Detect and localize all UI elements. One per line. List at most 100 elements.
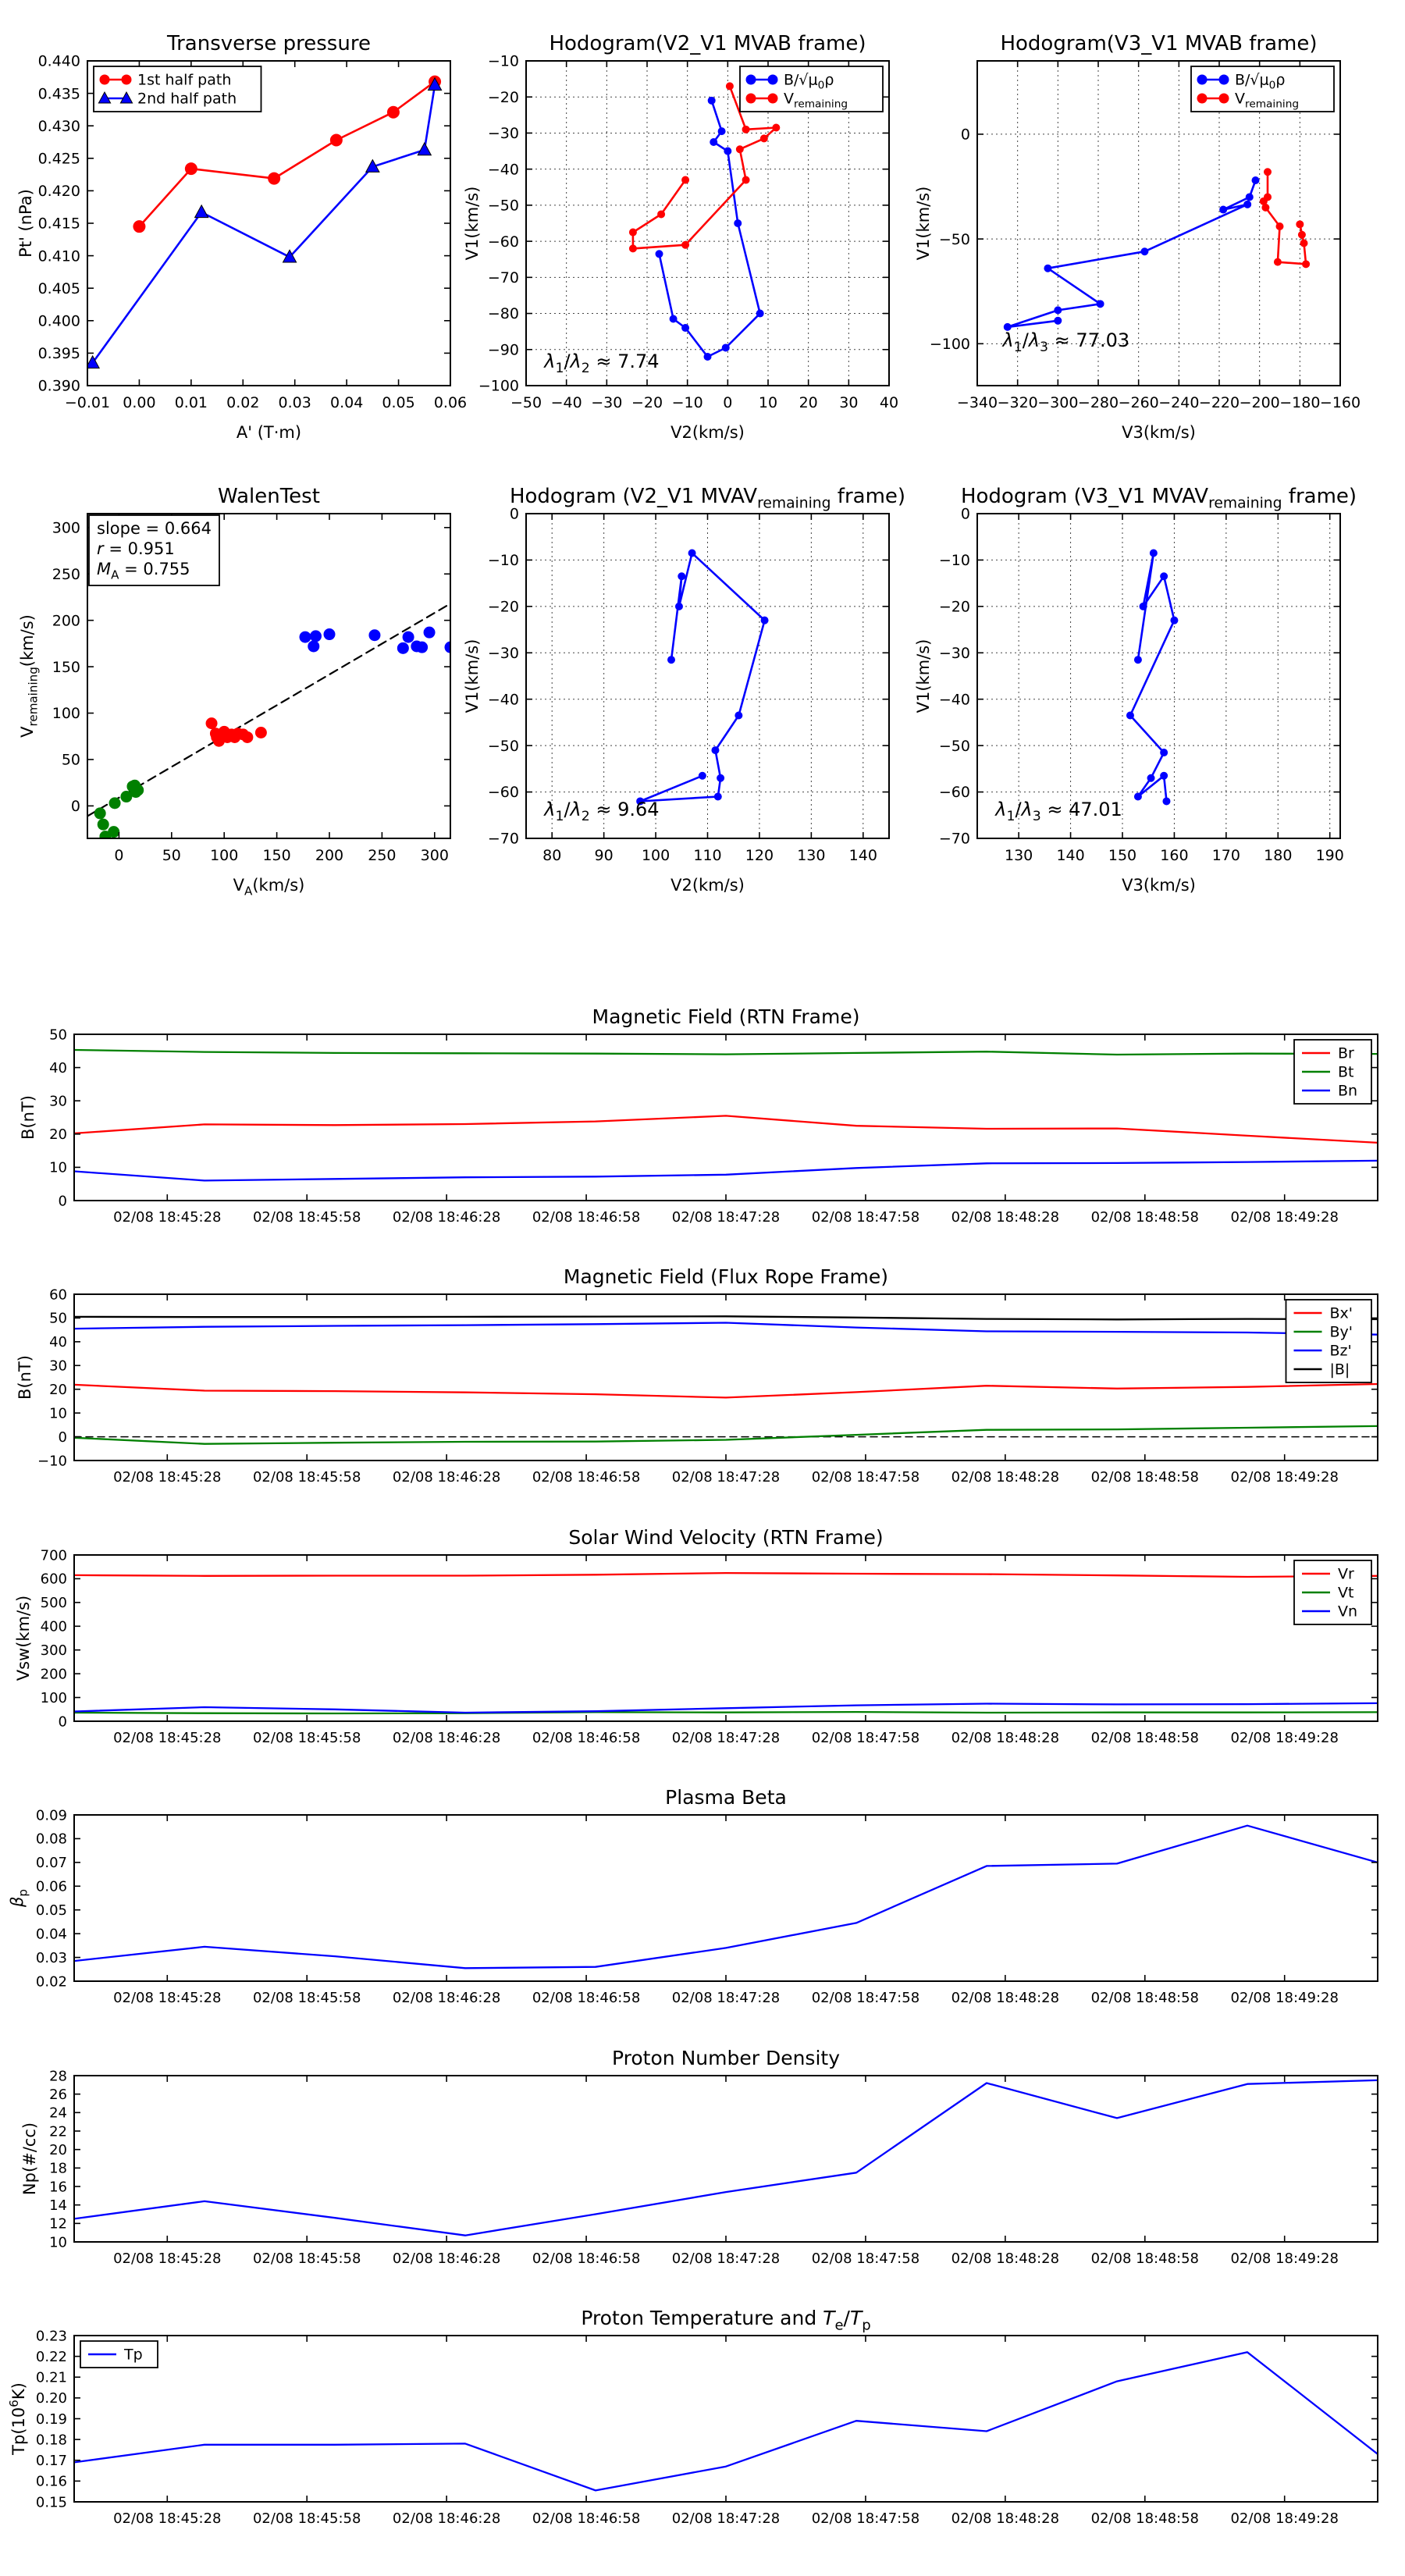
point-marker: [698, 771, 706, 780]
triangle-marker: [98, 91, 112, 104]
point-marker: [742, 125, 750, 133]
x-tick-label: 02/08 18:45:28: [113, 1730, 221, 1746]
x-tick-label: −340: [957, 394, 998, 411]
series-bn: [74, 1159, 1378, 1182]
chart-transverse-pressure: −0.01 0.00 0.01 0.02 0.03 0.04 0.05 0.06 0.390 0.…: [16, 32, 467, 442]
y-tick-label: 30: [49, 1358, 67, 1375]
x-tick-label: 02/08 18:47:58: [812, 2250, 919, 2267]
y-axis-label: V1(km/s): [463, 639, 482, 713]
y-tick-label: 0: [961, 506, 970, 523]
axis-ticks: [74, 2335, 1378, 2503]
legend-label: B/√μ0ρ: [1235, 72, 1285, 92]
y-tick-label: 500: [41, 1595, 67, 1611]
x-tick-label: −40: [551, 394, 582, 411]
x-tick-label: 130: [797, 847, 825, 864]
point-marker: [1218, 93, 1229, 104]
y-tick-label: 16: [49, 2179, 67, 2195]
x-tick-label: 02/08 18:48:58: [1091, 2510, 1199, 2527]
y-tick-label: −10: [488, 552, 519, 569]
x-tick-label: 02/08 18:45:28: [113, 1209, 221, 1226]
x-tick-label: −320: [998, 394, 1038, 411]
legend-label: By': [1330, 1324, 1353, 1341]
y-axis-label: Vremaining(km/s): [18, 614, 40, 738]
point-marker: [1149, 549, 1158, 557]
point-marker: [745, 74, 756, 85]
x-tick-label: 02/08 18:46:28: [393, 1990, 500, 2006]
point-marker: [1273, 258, 1282, 266]
y-tick-label: −70: [488, 831, 519, 848]
y-tick-label: −100: [478, 378, 519, 395]
series-v-remaining: [1259, 168, 1311, 269]
legend-label: 1st half path: [137, 72, 231, 89]
legend-label: Vn: [1338, 1603, 1357, 1621]
point-marker: [756, 309, 764, 318]
x-tick-label: 0: [723, 394, 732, 411]
x-tick-label: 02/08 18:47:58: [812, 1209, 919, 1226]
point-marker: [1096, 300, 1104, 308]
y-tick-label: 0.17: [36, 2453, 67, 2469]
chart-title: Solar Wind Velocity (RTN Frame): [568, 1526, 883, 1549]
chart-title: WalenTest: [218, 485, 320, 508]
x-tick-label: 190: [1316, 847, 1344, 864]
point-marker: [184, 162, 197, 176]
chart-title: Proton Number Density: [612, 2047, 840, 2069]
legend-label: Bx': [1330, 1305, 1353, 1322]
series-b-sqrt-mu0-rho-: [655, 96, 764, 361]
x-tick-label: 170: [1212, 847, 1240, 864]
x-tick-label: −0.01: [65, 394, 110, 411]
point-marker: [688, 549, 696, 557]
x-tick-label: 0.00: [123, 394, 155, 411]
y-tick-label: 0.07: [36, 1855, 67, 1871]
point-marker: [368, 629, 381, 642]
y-tick-label: −50: [488, 738, 519, 755]
x-tick-label: −50: [510, 394, 542, 411]
y-tick-label: 0.04: [36, 1926, 67, 1942]
point-marker: [713, 792, 722, 801]
x-tick-label: 150: [262, 847, 290, 864]
plot-border: [87, 513, 451, 839]
x-tick-label: 02/08 18:45:28: [113, 2510, 221, 2527]
plot-series: [636, 549, 769, 806]
chart-vsw-rtn: 02/08 18:45:28 02/08 18:45:58 02/08 18:46:…: [14, 1526, 1378, 1746]
y-tick-label: 20: [49, 1126, 67, 1143]
series-vt: [74, 1710, 1378, 1715]
x-tick-label: 02/08 18:47:28: [672, 1209, 780, 1226]
y-axis-label: βp: [8, 1889, 30, 1908]
point-marker: [1162, 797, 1171, 806]
y-tick-label: 0.21: [36, 2370, 67, 2386]
y-tick-label: 10: [49, 1160, 67, 1176]
x-tick-label: 02/08 18:45:58: [253, 1730, 361, 1746]
x-tick-label: 140: [849, 847, 877, 864]
point-marker: [681, 176, 690, 184]
triangle-marker: [87, 354, 101, 369]
legend-label: Vremaining: [784, 91, 848, 111]
series--b-: [74, 1315, 1378, 1321]
point-marker: [416, 641, 429, 653]
y-tick-label: 300: [41, 1642, 67, 1659]
x-tick-label: 300: [421, 847, 449, 864]
x-tick-label: −220: [1199, 394, 1240, 411]
x-axis-label: VA(km/s): [233, 876, 305, 898]
plot-border: [525, 513, 890, 839]
point-marker: [108, 797, 121, 809]
y-tick-label: 0.430: [38, 118, 80, 135]
y-axis-label: V1(km/s): [914, 639, 933, 713]
triangle-marker: [282, 249, 297, 263]
lambda-annotation: λ1/λ2 ≈ 9.64: [542, 799, 659, 824]
series-fit-line: [87, 603, 450, 817]
y-tick-label: 50: [62, 752, 80, 769]
chart-title: Hodogram(V2_V1 MVAB frame): [549, 32, 866, 55]
legend-label: Bt: [1338, 1064, 1353, 1081]
y-tick-label: 250: [52, 566, 80, 583]
point-marker: [1302, 260, 1311, 269]
x-tick-label: −240: [1158, 394, 1199, 411]
x-tick-label: 02/08 18:48:58: [1091, 1730, 1199, 1746]
y-tick-label: −10: [37, 1453, 67, 1469]
x-tick-label: 02/08 18:45:58: [253, 1209, 361, 1226]
x-tick-label: −20: [631, 394, 663, 411]
y-axis-label: B(nT): [19, 1095, 37, 1140]
x-tick-label: 02/08 18:46:28: [393, 1469, 500, 1485]
x-tick-label: 150: [1108, 847, 1136, 864]
